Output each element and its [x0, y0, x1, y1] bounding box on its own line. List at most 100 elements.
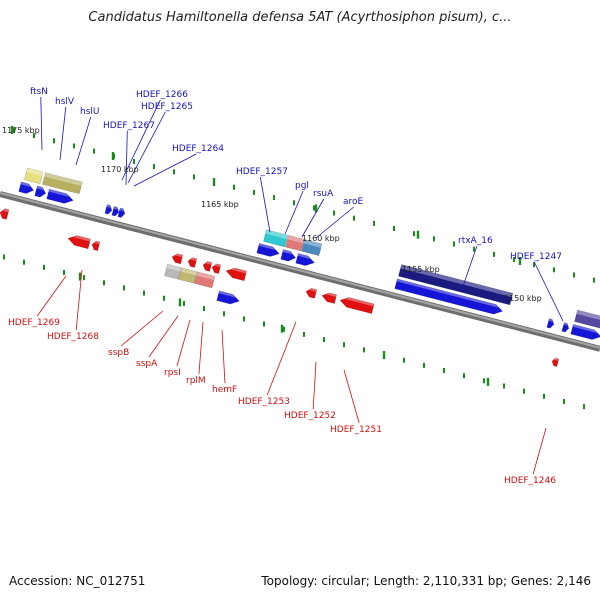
- gene-rtxA_16-arrow: [394, 278, 504, 315]
- gene-rsuA-box-shape: [301, 239, 323, 256]
- gene-fwd-arrow: [111, 206, 120, 217]
- gene-fwd-arrow: [117, 207, 126, 218]
- label-hslV: hslV: [55, 97, 75, 107]
- leader-sspA: [148, 315, 179, 358]
- label-HDEF_1257: HDEF_1257: [236, 167, 288, 177]
- leader-hslU: [75, 116, 92, 166]
- gene-HDEF_1246-arrow: [551, 357, 560, 367]
- label-HDEF_1267: HDEF_1267: [103, 121, 155, 131]
- gene-hslU-box: [42, 172, 83, 195]
- gene-rev-arrow-shine: [2, 208, 9, 213]
- gene-HDEF_1251-arrow: [339, 297, 375, 315]
- map-title: Candidatus Hamiltonella defensa 5AT (Acy…: [88, 10, 512, 25]
- leader-HDEF_1264: [133, 153, 197, 187]
- gene-HDEF_1268-arrow: [91, 240, 101, 252]
- label-hemF: hemF: [212, 385, 237, 395]
- gene-rtxA_16-box-shape: [398, 264, 514, 306]
- leader-HDEF_1252: [312, 361, 317, 410]
- gene-rtxA_16-arrow-shine: [396, 278, 499, 308]
- gene-fwd-arrow-shape: [561, 322, 570, 333]
- leader-rplM: [198, 321, 204, 375]
- gene-fwd-arrow: [570, 323, 600, 340]
- leader-sspB: [120, 310, 164, 347]
- leader-ftsN: [40, 96, 43, 151]
- gene-rev-arrow: [202, 261, 213, 272]
- gene-fwd-arrow-shine: [106, 204, 111, 208]
- label-HDEF_1253: HDEF_1253: [238, 397, 290, 407]
- label-HDEF_1266: HDEF_1266: [136, 90, 188, 100]
- leader-HDEF_1265: [127, 111, 166, 184]
- gene-rplM-box-shine: [196, 271, 215, 281]
- gene-rtxA_16-box: [398, 264, 514, 306]
- gene-pgl-box: [285, 235, 305, 252]
- leader-HDEF_1268: [75, 269, 83, 331]
- gene-HDEF_1246-arrow-shape: [551, 357, 560, 367]
- gene-fwd-arrow-shape: [280, 249, 297, 262]
- label-HDEF_1252: HDEF_1252: [284, 411, 336, 421]
- gene-sspB-box: [164, 263, 182, 280]
- gene-features: [0, 167, 600, 367]
- gene-hslU-box-shine: [44, 172, 83, 187]
- gene-rev-arrow-shine: [205, 261, 212, 265]
- gene-ftsN-box-shine: [26, 168, 43, 176]
- gene-HDEF_1247-box-shine: [576, 309, 600, 322]
- label-HDEF_1264: HDEF_1264: [172, 144, 224, 154]
- gene-rev-arrow: [0, 208, 10, 220]
- gene-fwd-arrow: [46, 188, 74, 204]
- label-HDEF_1246: HDEF_1246: [504, 476, 556, 486]
- kbp-label: 1175 kbp: [2, 126, 40, 135]
- kbp-label: 1160 kbp: [302, 234, 340, 243]
- gene-HDEF_1247-box: [574, 309, 600, 330]
- gene-fwd-arrow-shine: [572, 324, 598, 334]
- gene-rev-arrow-shine: [175, 253, 183, 258]
- kbp-label: 1165 kbp: [201, 200, 239, 209]
- gene-sspA-box-shape: [178, 267, 198, 284]
- gene-fwd-arrow-shine: [548, 318, 553, 322]
- gene-labels: 1175 kbp 1170 kbp 1165 kbp 1160 kbp 1155 kbp…: [2, 87, 562, 486]
- gene-fwd-arrow: [546, 318, 555, 329]
- gene-fwd-arrow-shape: [117, 207, 126, 218]
- gene-fwd-arrow-shape: [34, 185, 47, 198]
- gene-rev-arrow-shape: [187, 257, 198, 268]
- gene-rev-arrow-shine: [309, 288, 317, 292]
- gene-hemF-arrow-shine: [218, 290, 236, 298]
- gene-HDEF_1246-arrow-shine: [554, 358, 559, 361]
- gene-ftsN-box-shape: [24, 167, 44, 185]
- gene-rev-arrow: [171, 253, 184, 265]
- gene-fwd-arrow-shine: [36, 186, 44, 191]
- label-rtxA_16: rtxA_16: [458, 236, 493, 246]
- gene-fwd-arrow-shine: [48, 189, 70, 197]
- kbp-label: 1150 kbp: [504, 294, 542, 303]
- label-ftsN: ftsN: [30, 87, 48, 97]
- label-sspA: sspA: [136, 359, 158, 369]
- gene-fwd-arrow-shape: [546, 318, 555, 329]
- gene-rev-arrow-shine: [231, 268, 247, 274]
- gene-HDEF_1268-arrow-shine: [94, 241, 100, 245]
- label-rpsI: rpsI: [164, 368, 181, 378]
- leader-pgl: [284, 190, 304, 235]
- gene-fwd-arrow-shape: [104, 204, 113, 215]
- gene-fwd-arrow-shine: [297, 253, 311, 260]
- gene-pgl-box-shape: [285, 235, 305, 252]
- leader-HDEF_1246: [532, 427, 547, 475]
- gene-HDEF_1269-arrow-shine: [73, 235, 91, 242]
- gene-sspB-box-shape: [164, 263, 182, 280]
- label-leader-lines: [36, 96, 564, 475]
- gene-fwd-arrow-shape: [111, 206, 120, 217]
- gene-sspA-box: [178, 267, 198, 284]
- gene-rev-arrow: [321, 292, 338, 304]
- gene-rtxA_16-arrow-shape: [394, 278, 504, 315]
- label-HDEF_1251: HDEF_1251: [330, 425, 382, 435]
- topology-text: Topology: circular; Length: 2,110,331 bp…: [261, 574, 591, 588]
- gene-HDEF_1247-box-shape: [574, 309, 600, 330]
- gene-fwd-arrow-shine: [20, 181, 31, 187]
- gene-rev-arrow-shape: [202, 261, 213, 272]
- accession-text: Accession: NC_012751: [9, 574, 146, 588]
- gene-HDEF_1269-arrow: [67, 235, 91, 250]
- gene-rev-arrow-shine: [326, 292, 337, 297]
- leader-rtxA_16: [460, 245, 478, 293]
- leader-HDEF_1247: [533, 261, 564, 322]
- gene-sspA-box-shine: [180, 267, 197, 276]
- label-HDEF_1268: HDEF_1268: [47, 332, 99, 342]
- gene-fwd-arrow: [256, 242, 280, 257]
